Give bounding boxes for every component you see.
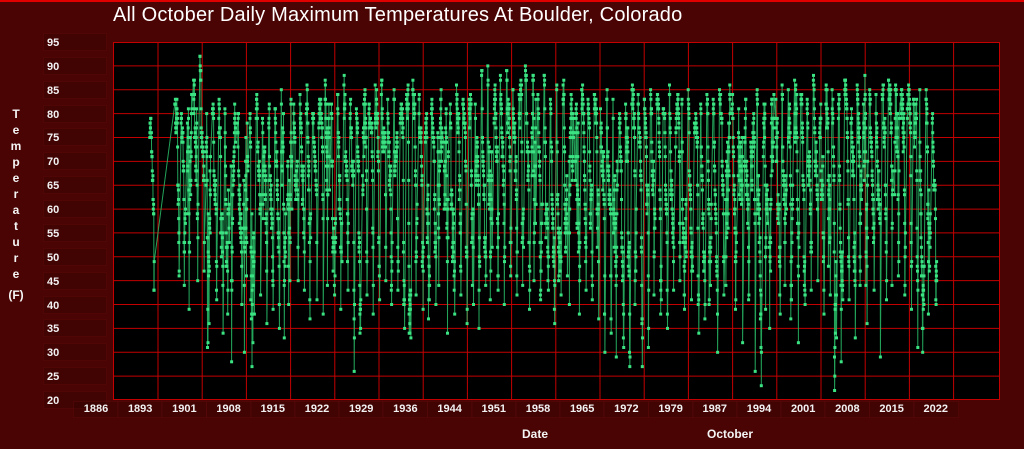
y-tick-label: 75 bbox=[43, 128, 107, 147]
x-tick-label: 1944 bbox=[426, 401, 473, 418]
y-axis-name-vertical: T e m p e r a t u r e bbox=[10, 107, 22, 281]
window-top-edge bbox=[0, 0, 1024, 2]
x-tick-label: 1958 bbox=[515, 401, 561, 418]
x-tick-label: 1915 bbox=[249, 401, 296, 418]
x-tick-label: 1987 bbox=[691, 401, 738, 418]
x-tick-label: 1901 bbox=[161, 401, 208, 418]
y-tick-label: 80 bbox=[43, 104, 107, 123]
temperature-series-markers bbox=[148, 54, 939, 392]
y-axis-unit-label: (F) bbox=[8, 288, 24, 302]
x-tick-label: 1951 bbox=[470, 401, 517, 418]
y-tick-label: 20 bbox=[43, 391, 107, 409]
y-tick-label: 60 bbox=[43, 200, 107, 219]
x-tick-label: 1936 bbox=[382, 401, 429, 418]
x-tick-label: 1979 bbox=[647, 401, 694, 418]
x-tick-label: 1994 bbox=[736, 401, 782, 418]
x-axis-annotation: October bbox=[706, 427, 753, 441]
x-tick-label: 2022 bbox=[912, 401, 959, 418]
y-tick-label: 65 bbox=[43, 176, 107, 195]
x-tick-label: 2015 bbox=[868, 401, 915, 418]
y-tick-label: 55 bbox=[43, 223, 107, 242]
x-tick-label: 1908 bbox=[205, 401, 252, 418]
y-tick-label: 40 bbox=[43, 295, 107, 314]
x-tick-label: 1893 bbox=[117, 401, 164, 418]
y-tick-label: 95 bbox=[43, 33, 107, 51]
x-tick-label: 1965 bbox=[559, 401, 606, 418]
x-tick-label: 2001 bbox=[780, 401, 827, 418]
x-tick-label: 1972 bbox=[603, 401, 650, 418]
x-tick-label: 1922 bbox=[294, 401, 340, 418]
x-tick-label: 2008 bbox=[824, 401, 871, 418]
x-axis-caption: Date bbox=[521, 427, 548, 441]
y-tick-label: 85 bbox=[43, 80, 107, 99]
y-tick-label: 35 bbox=[43, 319, 107, 338]
plot-area bbox=[113, 42, 1000, 400]
y-tick-label: 45 bbox=[43, 271, 107, 290]
y-tick-label: 70 bbox=[43, 152, 107, 171]
x-tick-label: 1929 bbox=[338, 401, 385, 418]
y-tick-label: 50 bbox=[43, 247, 107, 266]
chart-title: All October Daily Maximum Temperatures A… bbox=[113, 4, 683, 26]
x-tick-label: 1886 bbox=[73, 401, 119, 418]
y-tick-label: 25 bbox=[43, 367, 107, 386]
y-tick-label: 90 bbox=[43, 56, 107, 75]
y-tick-label: 30 bbox=[43, 343, 107, 362]
